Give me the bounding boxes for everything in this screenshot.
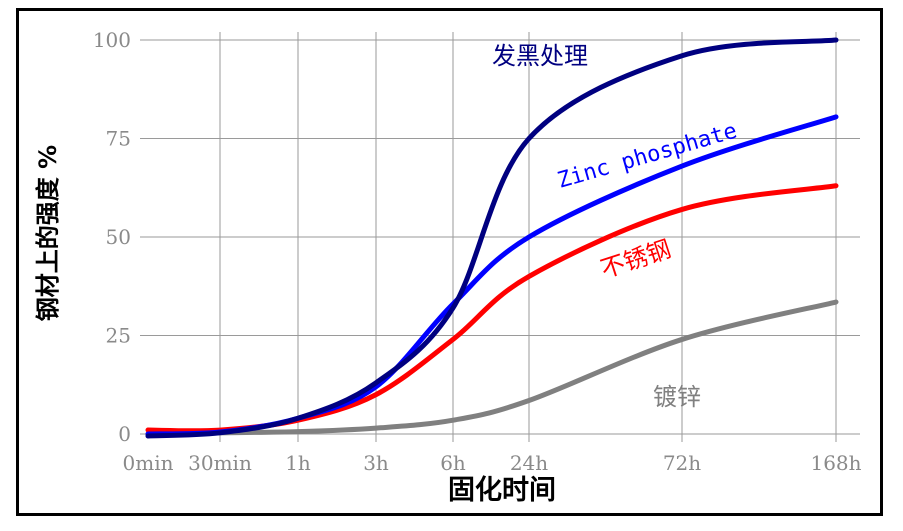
x-axis-title: 固化时间 xyxy=(448,475,556,506)
x-tick-label: 24h xyxy=(510,451,548,475)
x-tick-label: 6h xyxy=(440,451,466,475)
tick-layer: 0 25 50 75 100 0min 30min 1h 3h 6h 24h 72h 168h xyxy=(93,28,862,475)
y-tick-label: 25 xyxy=(106,324,131,348)
series-lines xyxy=(145,37,839,439)
x-tick-label: 30min xyxy=(188,451,252,475)
x-tick-label: 1h xyxy=(285,451,311,475)
x-tick-label: 168h xyxy=(810,451,861,475)
series-label-galvanized: 镀锌 xyxy=(653,383,701,411)
x-tick-label: 72h xyxy=(663,451,701,475)
series-label-stainless-steel: 不锈钢 xyxy=(597,235,674,284)
y-axis-title: 钢材上的强度 % xyxy=(34,145,62,321)
y-tick-label: 50 xyxy=(106,225,131,249)
y-tick-label: 100 xyxy=(93,28,131,52)
y-tick-label: 75 xyxy=(106,127,131,151)
x-tick-label: 3h xyxy=(363,451,389,475)
series-line-2 xyxy=(145,114,839,437)
series-line-1 xyxy=(145,183,839,434)
grid-layer xyxy=(140,32,860,442)
x-tick-label: 0min xyxy=(123,451,174,475)
y-tick-label: 0 xyxy=(118,422,131,446)
series-line-0 xyxy=(145,299,839,437)
series-label-black-oxide: 发黑处理 xyxy=(492,42,588,70)
series-line-3 xyxy=(145,37,839,439)
